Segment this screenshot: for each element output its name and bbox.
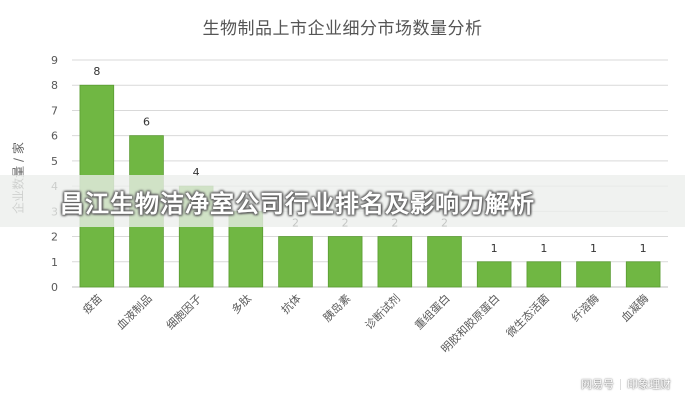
bar xyxy=(576,261,611,288)
y-tick-label: 8 xyxy=(51,79,58,92)
bar xyxy=(377,236,413,288)
bar-value-label: 4 xyxy=(193,166,200,179)
bar xyxy=(327,236,363,288)
bar xyxy=(625,261,661,288)
bar-value-label: 1 xyxy=(590,242,597,255)
x-tick-label: 纤溶酶 xyxy=(568,291,601,324)
y-tick-label: 7 xyxy=(51,104,58,117)
bar-value-label: 1 xyxy=(640,242,647,255)
x-tick-label: 疫苗 xyxy=(79,291,104,316)
watermark-source: 网易号 xyxy=(581,378,614,391)
bar xyxy=(278,236,313,288)
watermark-author: 印象理财 xyxy=(627,378,671,391)
x-tick-label: 胰岛素 xyxy=(320,291,353,324)
bar-value-label: 8 xyxy=(93,65,100,78)
headline-text: 昌江生物洁净室公司行业排名及影响力解析 xyxy=(60,189,535,218)
bar xyxy=(476,261,512,288)
y-tick-label: 0 xyxy=(51,281,58,294)
x-tick-label: 血凝酶 xyxy=(618,291,651,324)
y-tick-label: 5 xyxy=(51,155,58,168)
watermark-divider xyxy=(620,378,621,390)
watermark: 网易号 印象理财 xyxy=(581,376,671,392)
x-tick-label: 抗体 xyxy=(278,291,303,316)
headline-banner: 昌江生物洁净室公司行业排名及影响力解析 xyxy=(0,175,685,227)
x-tick-label: 重组蛋白 xyxy=(412,291,453,332)
y-tick-label: 2 xyxy=(51,231,58,244)
bar xyxy=(526,261,562,288)
x-tick-label: 多肽 xyxy=(228,291,253,316)
y-tick-label: 1 xyxy=(51,256,58,269)
bar-value-label: 1 xyxy=(491,242,498,255)
bar xyxy=(427,236,462,288)
bar-value-label: 1 xyxy=(540,242,547,255)
y-tick-label: 9 xyxy=(51,54,58,67)
y-tick-label: 6 xyxy=(51,130,58,143)
x-tick-label: 细胞因子 xyxy=(164,292,204,332)
x-tick-label: 血液制品 xyxy=(114,291,155,332)
x-tick-label: 微生态活菌 xyxy=(503,291,552,340)
x-tick-label: 诊断试剂 xyxy=(362,291,403,332)
chart-title: 生物制品上市企业细分市场数量分析 xyxy=(202,19,483,39)
bar-value-label: 6 xyxy=(143,116,150,129)
